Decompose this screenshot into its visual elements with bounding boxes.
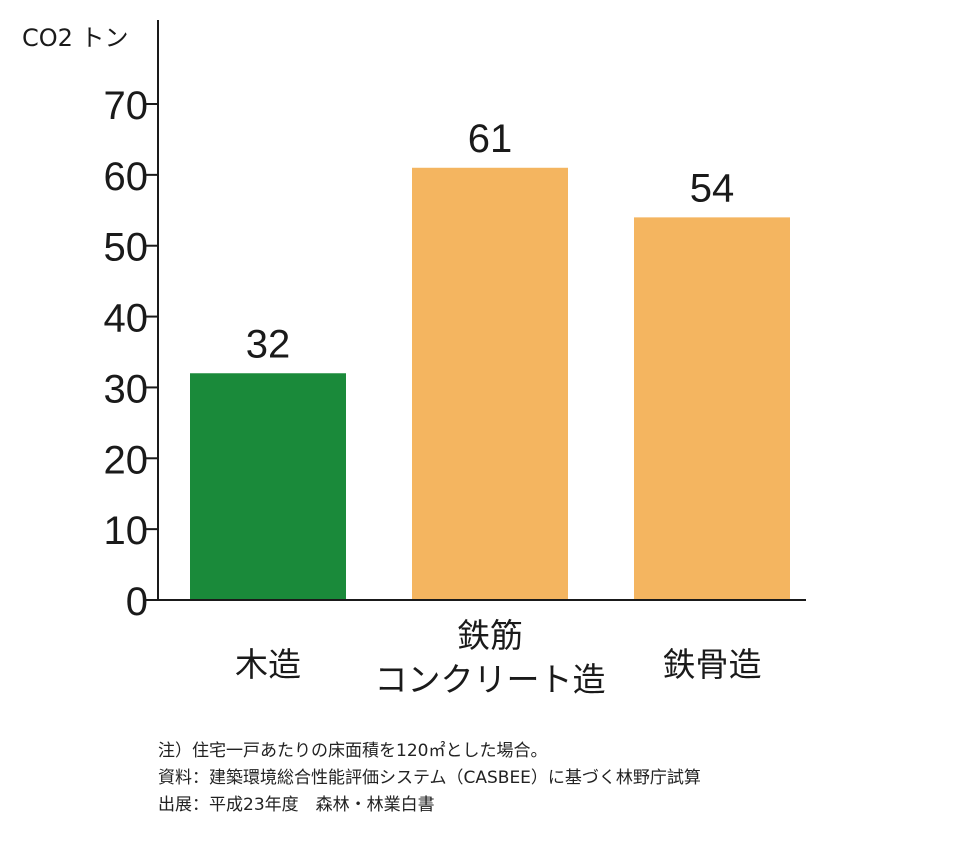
y-tick-label: 70 xyxy=(104,84,149,128)
y-tick-label: 40 xyxy=(104,297,149,341)
y-tick-label: 30 xyxy=(104,367,149,411)
y-axis-unit-label: CO2 トン xyxy=(22,24,129,52)
y-tick-label: 20 xyxy=(104,438,149,482)
y-tick-label: 10 xyxy=(104,509,149,553)
note-text: 注）住宅一戸あたりの床面積を120㎡とした場合。 xyxy=(158,741,548,761)
bar-value-label: 32 xyxy=(246,322,291,366)
category-label: 鉄筋 xyxy=(457,616,523,655)
bar-1 xyxy=(190,373,346,600)
bar-3 xyxy=(634,217,790,600)
y-tick-label: 50 xyxy=(104,226,149,270)
footnotes: 注）住宅一戸あたりの床面積を120㎡とした場合。 資料：建築環境総合性能評価シス… xyxy=(158,738,701,819)
bar-chart: CO2 トン 0 10 20 30 40 50 60 70 32 61 54 木造 鉄筋コンクリート… xyxy=(22,20,806,699)
y-tick-label: 0 xyxy=(126,580,148,624)
y-tick-label: 60 xyxy=(104,155,149,199)
source-text: 資料：建築環境総合性能評価システム（CASBEE）に基づく林野庁試算 xyxy=(158,768,701,788)
bar-2 xyxy=(412,167,568,600)
category-label: コンクリート造 xyxy=(375,660,606,699)
category-label: 木造 xyxy=(235,645,301,684)
category-label: 鉄骨造 xyxy=(663,645,762,684)
publication-text: 出展：平成23年度 森林・林業白書 xyxy=(158,795,435,815)
bar-value-label: 54 xyxy=(690,166,735,210)
bar-value-label: 61 xyxy=(468,117,513,161)
